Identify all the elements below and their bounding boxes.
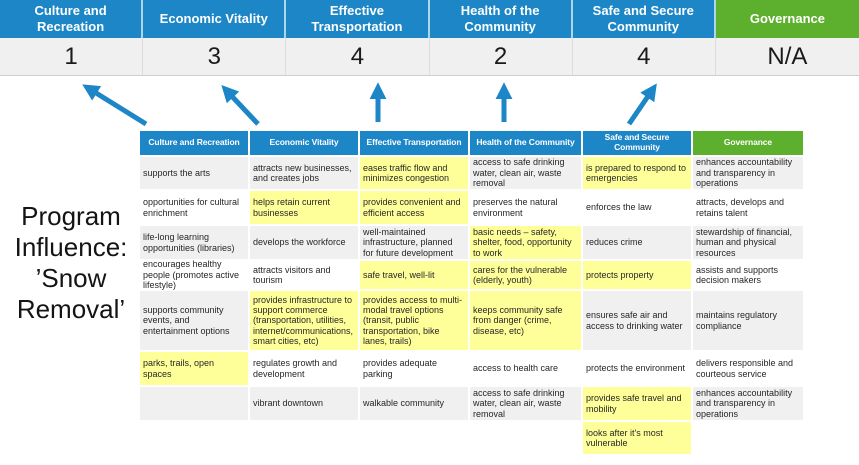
matrix-cell-r1-c6: enhances accountability and transparency…: [693, 157, 803, 189]
matrix-cell-r6-c1: parks, trails, open spaces: [140, 352, 248, 385]
matrix-cell-empty-r8-c6: [693, 422, 803, 454]
matrix-cell-r7-c6: enhances accountability and transparency…: [693, 387, 803, 420]
up-arrow-icon: [626, 83, 657, 126]
influence-arrows: [82, 82, 657, 127]
matrix-cell-r3-c1: life-long learning opportunities (librar…: [140, 226, 248, 259]
up-arrow-icon: [82, 84, 148, 127]
matrix-cell-r1-c4: access to safe drinking water, clean air…: [470, 157, 581, 189]
matrix-cell-r6-c2: regulates growth and development: [250, 352, 358, 385]
matrix-cell-r5-c2: provides infrastructure to support comme…: [250, 291, 358, 350]
summary-score-effective-transportation: 4: [286, 38, 430, 75]
summary-header-row: Culture and Recreation Economic Vitality E…: [0, 0, 859, 38]
matrix-cell-r4-c6: assists and supports decision makers: [693, 261, 803, 289]
summary-table: Culture and Recreation Economic Vitality E…: [0, 0, 859, 76]
matrix-cell-r4-c5: protects property: [583, 261, 691, 289]
matrix-cell-empty-r8-c1: [140, 422, 248, 454]
matrix-header-governance: Governance: [693, 131, 803, 155]
matrix-cell-r5-c6: maintains regulatory compliance: [693, 291, 803, 350]
summary-score-economic-vitality: 3: [143, 38, 287, 75]
title-line-4: Removal’: [16, 294, 126, 324]
summary-score-culture-and-recreation: 1: [0, 38, 144, 75]
matrix-cell-r1-c2: attracts new businesses, and creates job…: [250, 157, 358, 189]
matrix-cell-r4-c3: safe travel, well-lit: [360, 261, 468, 289]
matrix-cell-r6-c3: provides adequate parking: [360, 352, 468, 385]
matrix-cell-r2-c5: enforces the law: [583, 191, 691, 224]
summary-score-governance: N/A: [767, 42, 808, 70]
matrix-cell-r1-c3: eases traffic flow and minimizes congest…: [360, 157, 468, 189]
matrix-cell-r1-c5: is prepared to respond to emergencies: [583, 157, 691, 189]
matrix-cell-r3-c6: stewardship of financial, human and phys…: [693, 226, 803, 259]
summary-score-row: 1 3 4 2 4 N/A: [0, 38, 859, 76]
title-line-2: Influence:: [14, 232, 128, 262]
matrix-cell-empty-r8-c2: [250, 422, 358, 454]
matrix-cell-r6-c4: access to health care: [470, 352, 581, 385]
matrix-cell-r7-c4: access to safe drinking water, clean air…: [470, 387, 581, 420]
summary-header-economic-vitality: Economic Vitality: [143, 0, 287, 38]
matrix-cell-empty-r8-c3: [360, 422, 468, 454]
matrix-cell-r7-c2: vibrant downtown: [250, 387, 358, 420]
matrix-cell-r5-c5: ensures safe air and access to drinking …: [583, 291, 691, 350]
matrix-cell-r7-c3: walkable community: [360, 387, 468, 420]
matrix-cell-r5-c1: supports community events, and entertain…: [140, 291, 248, 350]
title-line-1: Program: [21, 201, 121, 231]
summary-header-effective-transportation: Effective Transportation: [286, 0, 430, 38]
matrix-cell-empty-r8-c4: [470, 422, 581, 454]
matrix-header-culture-and-recreation: Culture and Recreation: [140, 131, 248, 155]
matrix-cell-r2-c3: provides convenient and efficient access: [360, 191, 468, 224]
matrix-cell-r2-c6: attracts, develops and retains talent: [693, 191, 803, 224]
matrix-cell-r3-c2: develops the workforce: [250, 226, 358, 259]
matrix-cell-r7-c5: provides safe travel and mobility: [583, 387, 691, 420]
matrix-cell-r6-c6: delivers responsible and courteous servi…: [693, 352, 803, 385]
matrix-cell-r8-c5: looks after it's most vulnerable: [583, 422, 691, 454]
summary-score-safe-and-secure-community: 4: [573, 38, 716, 75]
matrix-cell-empty-r7-c1: [140, 387, 248, 420]
matrix-header-economic-vitality: Economic Vitality: [250, 131, 358, 155]
matrix-cell-r2-c4: preserves the natural environment: [470, 191, 581, 224]
matrix-header-health-of-the-community: Health of the Community: [470, 131, 581, 155]
summary-header-governance: Governance: [715, 0, 859, 38]
benefit-matrix-table: Culture and Recreation Economic Vitality E…: [140, 131, 803, 454]
summary-header-culture-and-recreation: Culture and Recreation: [0, 0, 144, 38]
matrix-header-effective-transportation: Effective Transportation: [360, 131, 468, 155]
up-arrow-icon: [221, 85, 260, 126]
matrix-cell-r3-c3: well-maintained infrastructure, planned …: [360, 226, 468, 259]
matrix-cell-r2-c1: opportunities for cultural enrichment: [140, 191, 248, 224]
matrix-cell-r5-c4: keeps community safe from danger (crime,…: [470, 291, 581, 350]
title-line-3: ’Snow: [35, 263, 107, 293]
matrix-cell-r5-c3: provides access to multi-modal travel op…: [360, 291, 468, 350]
matrix-cell-r3-c4: basic needs – safety, shelter, food, opp…: [470, 226, 581, 259]
matrix-cell-r3-c5: reduces crime: [583, 226, 691, 259]
matrix-cell-r1-c1: supports the arts: [140, 157, 248, 189]
summary-score-health-of-the-community: 2: [430, 38, 573, 75]
matrix-header-safe-and-secure-community: Safe and Secure Community: [583, 131, 691, 155]
summary-header-health-of-the-community: Health of the Community: [429, 0, 573, 38]
matrix-cell-r2-c2: helps retain current businesses: [250, 191, 358, 224]
matrix-cell-r4-c1: encourages healthy people (promotes acti…: [140, 259, 248, 290]
program-influence-title: Program Influence: ’Snow Removal’: [0, 201, 142, 325]
summary-header-safe-and-secure-community: Safe and Secure Community: [572, 0, 716, 38]
matrix-cell-r4-c4: cares for the vulnerable (elderly, youth…: [470, 261, 581, 289]
matrix-cell-r4-c2: attracts visitors and tourism: [250, 261, 358, 289]
matrix-cell-r6-c5: protects the environment: [583, 352, 691, 385]
